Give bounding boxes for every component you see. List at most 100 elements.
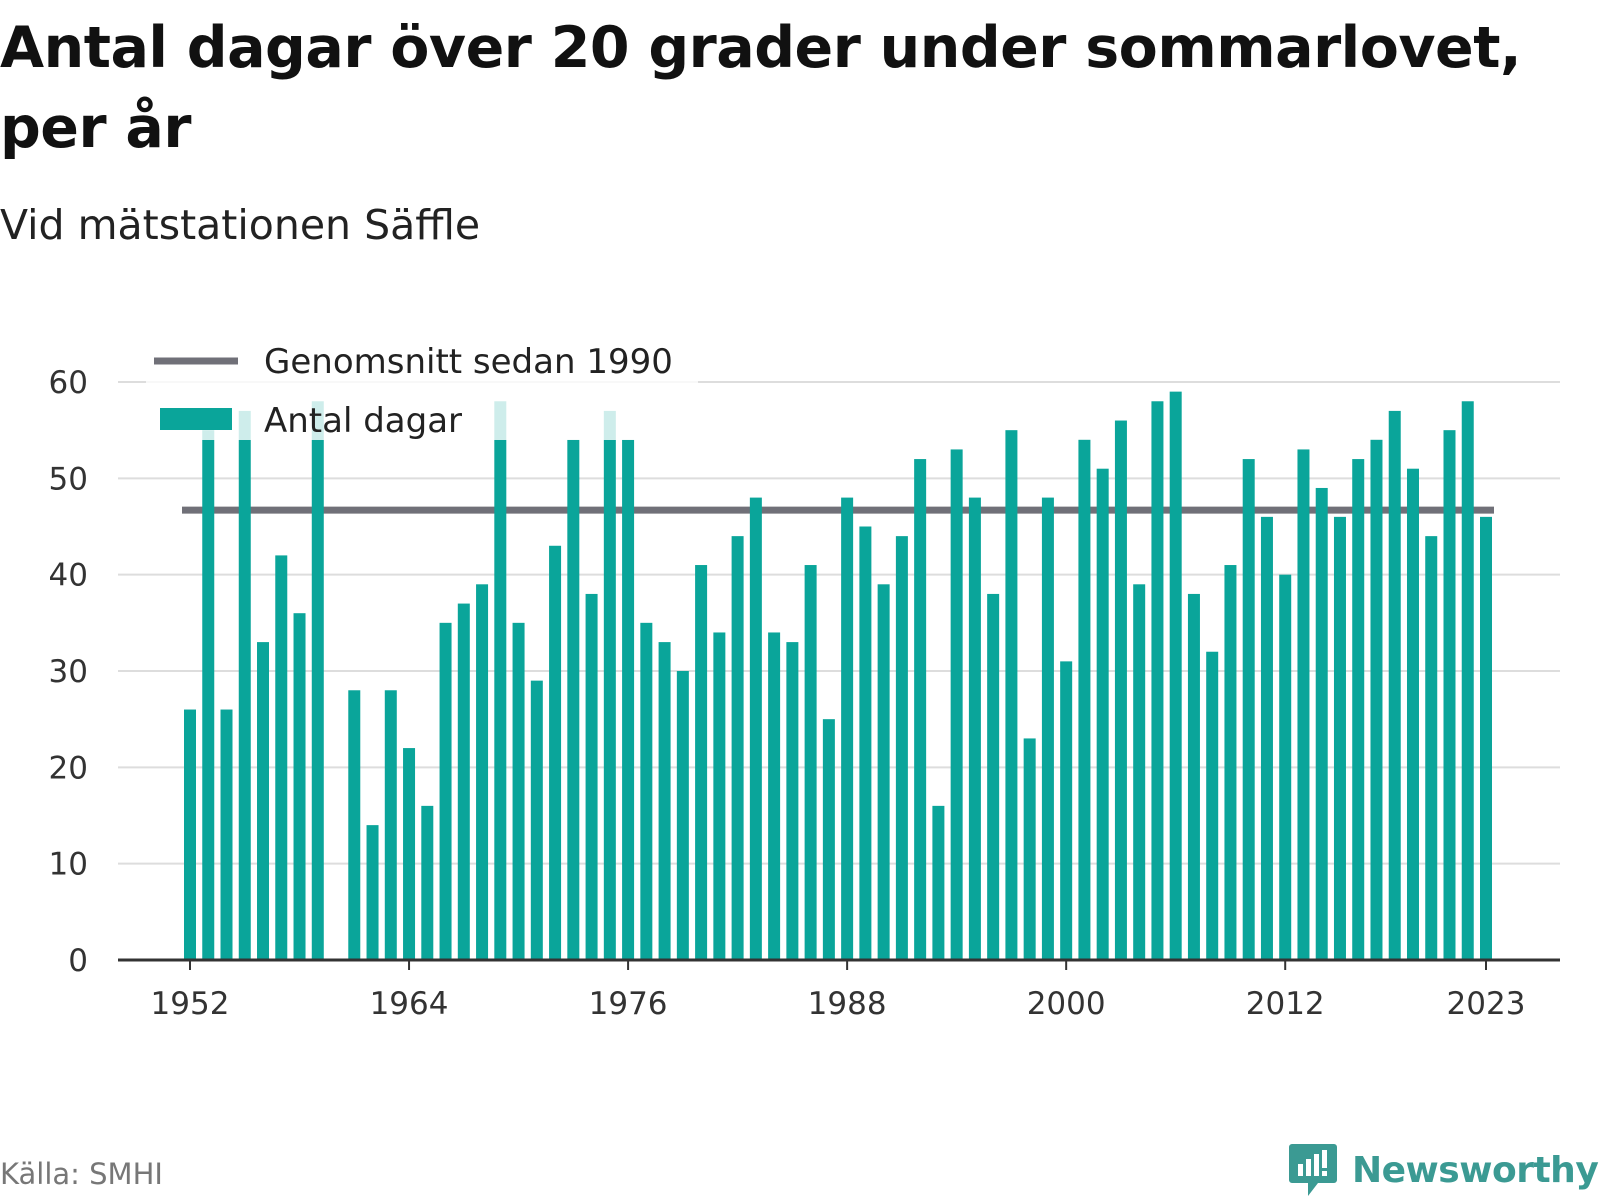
y-tick-label: 20	[49, 750, 88, 786]
bar-1974	[585, 593, 598, 960]
bar-2011	[1260, 516, 1273, 960]
bar-1979	[676, 671, 689, 960]
legend-average-label: Genomsnitt sedan 1990	[264, 342, 673, 382]
bar-2019	[1406, 468, 1419, 960]
bar-1998	[1023, 738, 1036, 960]
x-tick-label: 2012	[1246, 986, 1325, 1022]
bar-1997	[1005, 430, 1018, 961]
y-axis-labels: 0 10 20 30 40 50 60	[49, 365, 88, 979]
brand-logo[interactable]: Newsworthy	[1288, 1140, 1599, 1200]
bar-1978	[658, 642, 671, 960]
bar-1970	[512, 622, 525, 960]
bar-2014	[1315, 487, 1328, 960]
bar-2008	[1206, 651, 1219, 960]
bar-2010	[1242, 459, 1255, 960]
bar-1999	[1041, 497, 1054, 960]
legend: Genomsnitt sedan 1990 Antal dagar	[146, 335, 698, 441]
bar-1952	[184, 709, 196, 960]
bar-1976	[622, 439, 635, 960]
bar-1956	[257, 642, 270, 960]
bar-2001	[1078, 439, 1091, 960]
bar-1963	[384, 690, 397, 960]
bar-1975	[603, 410, 616, 960]
bar-1954	[220, 709, 233, 960]
bar-1966	[439, 622, 452, 960]
bar-2003	[1114, 420, 1127, 960]
bar-2017	[1370, 439, 1383, 960]
legend-background	[146, 335, 698, 440]
x-tick-label: 1952	[151, 986, 230, 1022]
bar-1987	[822, 719, 835, 960]
bar-1965	[421, 805, 434, 960]
bar-1990	[877, 584, 890, 960]
bar-2005	[1151, 401, 1164, 960]
legend-bars-swatch	[160, 408, 232, 430]
x-tick-label: 2023	[1447, 986, 1526, 1022]
bar-2006	[1169, 391, 1182, 961]
bar-1968	[476, 584, 489, 960]
bar-1955	[238, 410, 251, 960]
bar-1967	[457, 603, 470, 960]
x-axis	[118, 958, 1560, 970]
bar-1977	[640, 622, 653, 960]
source-note: Källa: SMHI	[0, 1157, 163, 1191]
bar-1995	[968, 497, 981, 960]
y-tick-label: 60	[49, 365, 88, 401]
bar-1983	[749, 497, 762, 960]
bar-1991	[895, 536, 908, 960]
x-axis-labels: 1952 1964 1976 1988 2000 2012 2023	[151, 986, 1526, 1022]
bar-2000	[1060, 661, 1073, 960]
x-tick-label: 1988	[808, 986, 887, 1022]
x-tick-label: 1964	[370, 986, 449, 1022]
bar-2022	[1461, 401, 1474, 960]
bar-1957	[275, 555, 288, 960]
bar-1958	[293, 613, 306, 960]
bar-1964	[403, 748, 416, 960]
bar-1982	[731, 536, 744, 960]
bar-2004	[1133, 584, 1146, 960]
x-tick-label: 1976	[589, 986, 668, 1022]
bar-2021	[1443, 430, 1456, 961]
bar-1994	[950, 449, 963, 960]
bar-1996	[987, 593, 1000, 960]
bar-1972	[549, 545, 562, 960]
x-tick-label: 2000	[1027, 986, 1106, 1022]
y-tick-label: 0	[68, 943, 88, 979]
bar-1980	[695, 565, 708, 960]
bar-2020	[1425, 536, 1438, 960]
legend-bars-label: Antal dagar	[264, 401, 462, 441]
bar-1986	[804, 565, 817, 960]
bar-1971	[530, 680, 543, 960]
bar-1961	[348, 690, 361, 960]
bar-2009	[1224, 565, 1237, 960]
brand-name: Newsworthy	[1352, 1149, 1599, 1191]
bar-2015	[1333, 516, 1346, 960]
bar-1988	[841, 497, 854, 960]
y-tick-label: 40	[49, 558, 88, 594]
bar-1969	[494, 401, 507, 960]
bar-1962	[366, 825, 379, 960]
y-tick-label: 10	[49, 847, 88, 883]
bar-2013	[1297, 449, 1310, 960]
y-tick-label: 30	[49, 654, 88, 690]
bar-1985	[786, 642, 799, 960]
bar-1959	[311, 401, 324, 960]
bar-2007	[1187, 593, 1200, 960]
bar-1953	[202, 430, 215, 961]
chart-title: Antal dagar över 20 grader under sommarl…	[0, 15, 1522, 161]
bar-2012	[1279, 574, 1292, 960]
bar-1993	[932, 805, 945, 960]
bars	[184, 391, 1492, 961]
bar-1981	[713, 632, 726, 960]
y-tick-label: 50	[49, 461, 88, 497]
bar-1973	[567, 439, 580, 960]
bar-2023	[1480, 516, 1492, 960]
bar-2016	[1352, 459, 1365, 960]
bar-1984	[768, 632, 781, 960]
bar-1989	[859, 526, 872, 960]
bar-2002	[1096, 468, 1109, 960]
newsworthy-logo-icon	[1289, 1144, 1337, 1196]
bar-1992	[914, 459, 927, 960]
bar-2018	[1388, 410, 1401, 960]
